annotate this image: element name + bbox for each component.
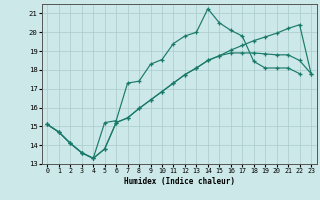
X-axis label: Humidex (Indice chaleur): Humidex (Indice chaleur)	[124, 177, 235, 186]
